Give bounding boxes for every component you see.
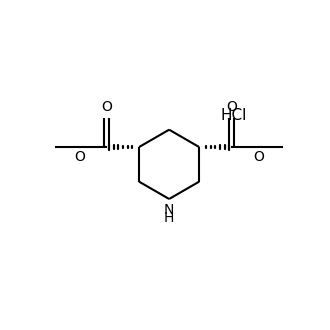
Text: O: O — [101, 100, 112, 114]
Text: O: O — [226, 100, 237, 114]
Text: H: H — [164, 211, 174, 225]
Text: N: N — [164, 203, 174, 217]
Text: O: O — [253, 150, 264, 164]
Text: HCl: HCl — [221, 108, 247, 122]
Text: O: O — [74, 150, 85, 164]
